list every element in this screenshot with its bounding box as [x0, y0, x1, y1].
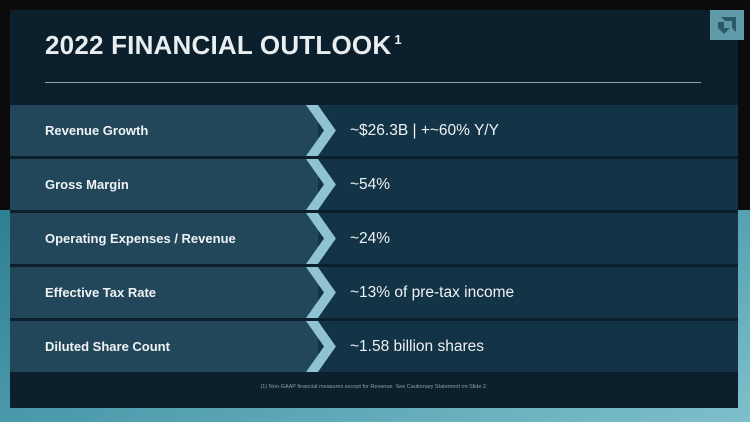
slide-title: 2022 FINANCIAL OUTLOOK 1 — [45, 30, 402, 61]
chevron-right-icon — [306, 267, 344, 318]
row-value-band — [318, 105, 738, 156]
row-label-band — [10, 105, 318, 156]
chevron-right-icon — [306, 105, 344, 156]
outlook-row-operating-expenses: Operating Expenses / Revenue ~24% — [10, 213, 738, 264]
chevron-right-icon — [306, 213, 344, 264]
row-label-band — [10, 267, 318, 318]
row-value-band — [318, 267, 738, 318]
row-value: ~1.58 billion shares — [350, 338, 484, 355]
row-label-band — [10, 213, 318, 264]
row-label: Effective Tax Rate — [45, 285, 157, 300]
outlook-row-effective-tax-rate: Effective Tax Rate ~13% of pre-tax incom… — [10, 267, 738, 318]
row-label: Diluted Share Count — [45, 339, 170, 354]
row-value: ~24% — [350, 230, 391, 247]
row-value-band — [318, 159, 738, 210]
row-label: Revenue Growth — [45, 123, 149, 138]
footnote: (1) Non-GAAP financial measures except f… — [260, 384, 488, 390]
title-divider — [45, 82, 701, 83]
row-label: Operating Expenses / Revenue — [45, 231, 236, 246]
outlook-row-gross-margin: Gross Margin ~54% — [10, 159, 738, 210]
row-label-band — [10, 159, 318, 210]
title-footnote-marker: 1 — [394, 32, 402, 47]
slide-title-text: 2022 FINANCIAL OUTLOOK — [45, 30, 392, 60]
chevron-right-icon — [306, 159, 344, 210]
outlook-row-diluted-share-count: Diluted Share Count ~1.58 billion shares — [10, 321, 738, 372]
row-label-band — [10, 321, 318, 372]
row-value-band — [318, 213, 738, 264]
row-value-band — [318, 321, 738, 372]
chevron-right-icon — [306, 321, 344, 372]
amd-logo-icon — [710, 10, 744, 40]
row-label: Gross Margin — [45, 177, 129, 192]
outlook-row-revenue-growth: Revenue Growth ~$26.3B | +~60% Y/Y — [10, 105, 738, 156]
row-value: ~54% — [350, 176, 391, 193]
row-value: ~13% of pre-tax income — [350, 284, 515, 301]
row-value: ~$26.3B | +~60% Y/Y — [350, 122, 499, 139]
